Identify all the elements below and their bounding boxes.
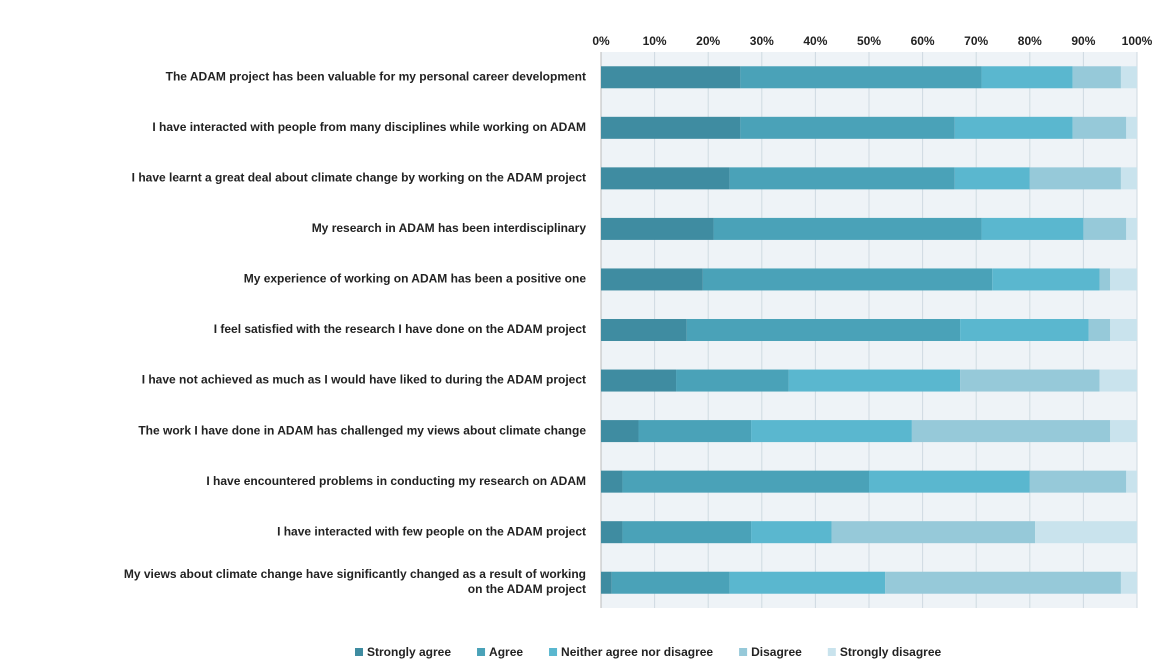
bar-segment — [954, 116, 1073, 139]
bar-segment — [960, 319, 1089, 341]
legend-swatch — [827, 648, 836, 656]
y-tick-label: I have interacted with few people on the… — [277, 524, 586, 538]
bar-segment — [981, 217, 1084, 240]
bar-segment — [601, 521, 623, 544]
bar-segment — [1035, 521, 1137, 544]
y-tick-label: I have learnt a great deal about climate… — [132, 171, 586, 185]
bar-segment — [1126, 217, 1137, 240]
legend-label: Disagree — [751, 645, 802, 659]
x-tick-label: 80% — [1018, 34, 1042, 48]
x-tick-label: 40% — [803, 34, 827, 48]
legend-swatch — [549, 648, 558, 656]
bar-segment — [676, 369, 789, 392]
legend-swatch — [739, 648, 748, 656]
bar-segment — [611, 571, 730, 594]
x-tick-label: 0% — [592, 34, 610, 48]
bar-segment — [601, 66, 741, 89]
bar-segment — [601, 571, 612, 594]
x-tick-label: 90% — [1071, 34, 1095, 48]
bar-segment — [601, 470, 623, 493]
bar-segment — [954, 167, 1030, 190]
y-tick-label: I have not achieved as much as I would h… — [142, 373, 586, 387]
bar-segment — [1110, 319, 1137, 341]
legend-label: Strongly disagree — [840, 645, 942, 659]
bar-segment — [729, 571, 886, 594]
legend-swatch — [477, 648, 486, 656]
x-tick-label: 100% — [1122, 34, 1153, 48]
bar-segment — [911, 420, 1111, 443]
bar-segment — [751, 521, 832, 544]
legend-swatch — [355, 648, 363, 656]
bar-segment — [601, 217, 714, 240]
legend-label: Neither agree nor disagree — [561, 645, 713, 659]
x-tick-label: 70% — [964, 34, 988, 48]
y-tick-label: I have interacted with people from many … — [152, 120, 586, 134]
bar-segment — [1120, 66, 1137, 89]
bar-segment — [1110, 268, 1137, 291]
legend-label: Agree — [489, 645, 523, 659]
bar-segment — [601, 420, 639, 443]
bar-segment — [1088, 319, 1111, 341]
bar-segment — [885, 571, 1121, 594]
bar-segment — [740, 66, 982, 89]
y-tick-label: I feel satisfied with the research I hav… — [214, 322, 586, 336]
y-tick-label: The ADAM project has been valuable for m… — [166, 69, 586, 83]
bar-segment — [1072, 116, 1127, 139]
bar-segment — [601, 268, 703, 291]
y-tick-label: The work I have done in ADAM has challen… — [138, 423, 586, 437]
bar-segment — [622, 521, 752, 544]
y-tick-label: My views about climate change have signi… — [124, 567, 586, 596]
bar-segment — [1120, 167, 1137, 190]
bar-segment — [1120, 571, 1137, 594]
x-tick-label: 10% — [643, 34, 667, 48]
bar-segment — [1029, 167, 1121, 190]
bar-segment — [992, 268, 1100, 291]
bar-segment — [601, 116, 741, 139]
bar-segment — [1029, 470, 1127, 493]
bar-segment — [1099, 369, 1137, 392]
x-tick-label: 20% — [696, 34, 720, 48]
bar-segment — [981, 66, 1073, 89]
x-tick-label: 60% — [911, 34, 935, 48]
bar-segment — [622, 470, 869, 493]
bar-segment — [1083, 217, 1127, 240]
bar-segment — [1072, 66, 1121, 89]
bar-segment — [1110, 420, 1137, 443]
bar-segment — [713, 217, 982, 240]
bar-segment — [788, 369, 961, 392]
y-tick-label: My research in ADAM has been interdiscip… — [312, 221, 587, 235]
legend-label: Strongly agree — [367, 645, 451, 659]
bar-segment — [686, 319, 961, 341]
bar-segment — [1126, 116, 1137, 139]
bar-segment — [729, 167, 955, 190]
bar-segment — [638, 420, 752, 443]
bar-segment — [751, 420, 912, 443]
bar-segment — [702, 268, 993, 291]
bar-segment — [869, 470, 1030, 493]
x-tick-label: 30% — [750, 34, 774, 48]
bar-segment — [1099, 268, 1111, 291]
bar-segment — [831, 521, 1036, 544]
bar-segment — [740, 116, 955, 139]
y-tick-label: I have encountered problems in conductin… — [206, 474, 586, 488]
bar-segment — [601, 167, 730, 190]
bar-segment — [1126, 470, 1137, 493]
bar-segment — [960, 369, 1100, 392]
bar-segment — [601, 369, 677, 392]
bar-segment — [601, 319, 687, 341]
y-tick-label: My experience of working on ADAM has bee… — [244, 272, 587, 286]
x-tick-label: 50% — [857, 34, 881, 48]
